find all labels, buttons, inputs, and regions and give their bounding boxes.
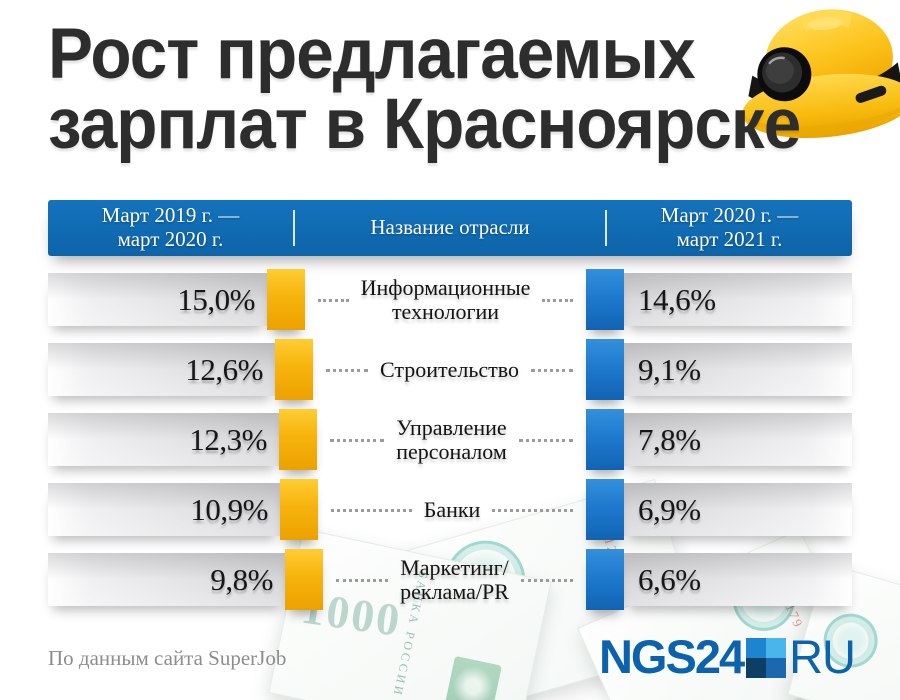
header-divider bbox=[293, 210, 295, 246]
logo-square-icon bbox=[746, 637, 787, 678]
table-header: Март 2019 г. — март 2020 г. Название отр… bbox=[48, 200, 852, 256]
value-left: 15,0% bbox=[177, 281, 255, 317]
bar-cap-yellow bbox=[267, 269, 305, 330]
value-right: 9,1% bbox=[638, 351, 701, 387]
value-left: 9,8% bbox=[210, 561, 273, 597]
value-left: 10,9% bbox=[190, 491, 268, 527]
salary-bar-left: 9,8% bbox=[48, 553, 285, 606]
salary-bar-left: 15,0% bbox=[48, 273, 267, 326]
dotted-leader bbox=[326, 369, 368, 372]
logo-text-ngs24: NGS24 bbox=[598, 630, 745, 683]
row-middle: Информационные технологии bbox=[305, 273, 586, 326]
bar-cap-blue bbox=[586, 549, 624, 610]
salary-bar-left: 10,9% bbox=[48, 483, 280, 536]
table-row: 9,8% Маркетинг/ реклама/PR 6,6% bbox=[48, 549, 852, 610]
table-row: 12,6% Строительство 9,1% bbox=[48, 339, 852, 400]
salary-bar-right: 9,1% bbox=[624, 343, 852, 396]
hard-hat-icon bbox=[742, 9, 900, 139]
salary-bar-right: 6,9% bbox=[624, 483, 852, 536]
row-middle: Маркетинг/ реклама/PR bbox=[323, 553, 586, 606]
logo-square-quadrant bbox=[766, 657, 787, 678]
bar-cap-blue bbox=[586, 479, 624, 540]
dotted-leader bbox=[330, 439, 385, 442]
dotted-leader bbox=[492, 509, 574, 512]
page-title: Рост предлагаемых зарплат в Красноярске bbox=[48, 15, 801, 165]
dotted-leader bbox=[531, 369, 574, 372]
industry-label: Управление персоналом bbox=[396, 415, 507, 464]
salary-bar-right: 7,8% bbox=[624, 413, 852, 466]
salary-bar-left: 12,6% bbox=[48, 343, 275, 396]
row-middle: Банки bbox=[318, 483, 586, 536]
row-middle: Строительство bbox=[313, 343, 586, 396]
logo-square-quadrant bbox=[746, 637, 767, 658]
bar-cap-blue bbox=[586, 339, 624, 400]
dotted-leader bbox=[336, 579, 389, 582]
data-source-note: По данным сайта SuperJob bbox=[48, 646, 287, 670]
salary-bar-left: 12,3% bbox=[48, 413, 279, 466]
value-right: 14,6% bbox=[638, 281, 716, 317]
dotted-leader bbox=[542, 299, 574, 302]
bar-cap-yellow bbox=[275, 339, 313, 400]
ngs24-logo: NGS24 RU bbox=[598, 630, 856, 683]
dotted-leader bbox=[520, 579, 574, 582]
bar-cap-yellow bbox=[279, 409, 317, 470]
header-col-period-1: Март 2019 г. — март 2020 г. bbox=[101, 203, 240, 251]
bar-cap-blue bbox=[586, 269, 624, 330]
bar-cap-yellow bbox=[280, 479, 318, 540]
bar-cap-yellow bbox=[285, 549, 323, 610]
header-col-period-2: Март 2020 г. — март 2021 г. bbox=[660, 203, 799, 251]
page-title-line1: Рост предлагаемых bbox=[48, 15, 696, 94]
value-right: 6,6% bbox=[638, 561, 701, 597]
header-col-industry: Название отрасли bbox=[370, 215, 530, 240]
value-right: 6,9% bbox=[638, 491, 701, 527]
value-left: 12,3% bbox=[189, 421, 267, 457]
value-left: 12,6% bbox=[185, 351, 263, 387]
salary-bar-right: 14,6% bbox=[624, 273, 852, 326]
industry-label: Строительство bbox=[379, 356, 520, 382]
banknote-stamp-icon bbox=[443, 655, 503, 700]
logo-square-quadrant bbox=[766, 637, 787, 658]
chart-rows: 15,0% Информационные технологии 14,6% 12… bbox=[48, 269, 852, 623]
salary-bar-right: 6,6% bbox=[624, 553, 852, 606]
industry-label: Банки bbox=[423, 496, 481, 522]
table-row: 12,3% Управление персоналом 7,8% bbox=[48, 409, 852, 470]
table-row: 10,9% Банки 6,9% bbox=[48, 479, 852, 540]
industry-label: Информационные технологии bbox=[360, 275, 531, 324]
header-divider bbox=[605, 210, 607, 246]
page-title-line2: зарплат в Красноярске bbox=[48, 85, 801, 165]
headlamp-icon bbox=[757, 47, 812, 102]
industry-label: Маркетинг/ реклама/PR bbox=[400, 555, 509, 604]
dotted-leader bbox=[331, 509, 412, 512]
bar-cap-blue bbox=[586, 409, 624, 470]
table-row: 15,0% Информационные технологии 14,6% bbox=[48, 269, 852, 330]
dotted-leader bbox=[518, 439, 574, 442]
value-right: 7,8% bbox=[638, 421, 701, 457]
logo-text-ru: RU bbox=[789, 630, 856, 683]
logo-square-quadrant bbox=[746, 657, 767, 678]
row-middle: Управление персоналом bbox=[317, 413, 586, 466]
dotted-leader bbox=[318, 299, 349, 302]
